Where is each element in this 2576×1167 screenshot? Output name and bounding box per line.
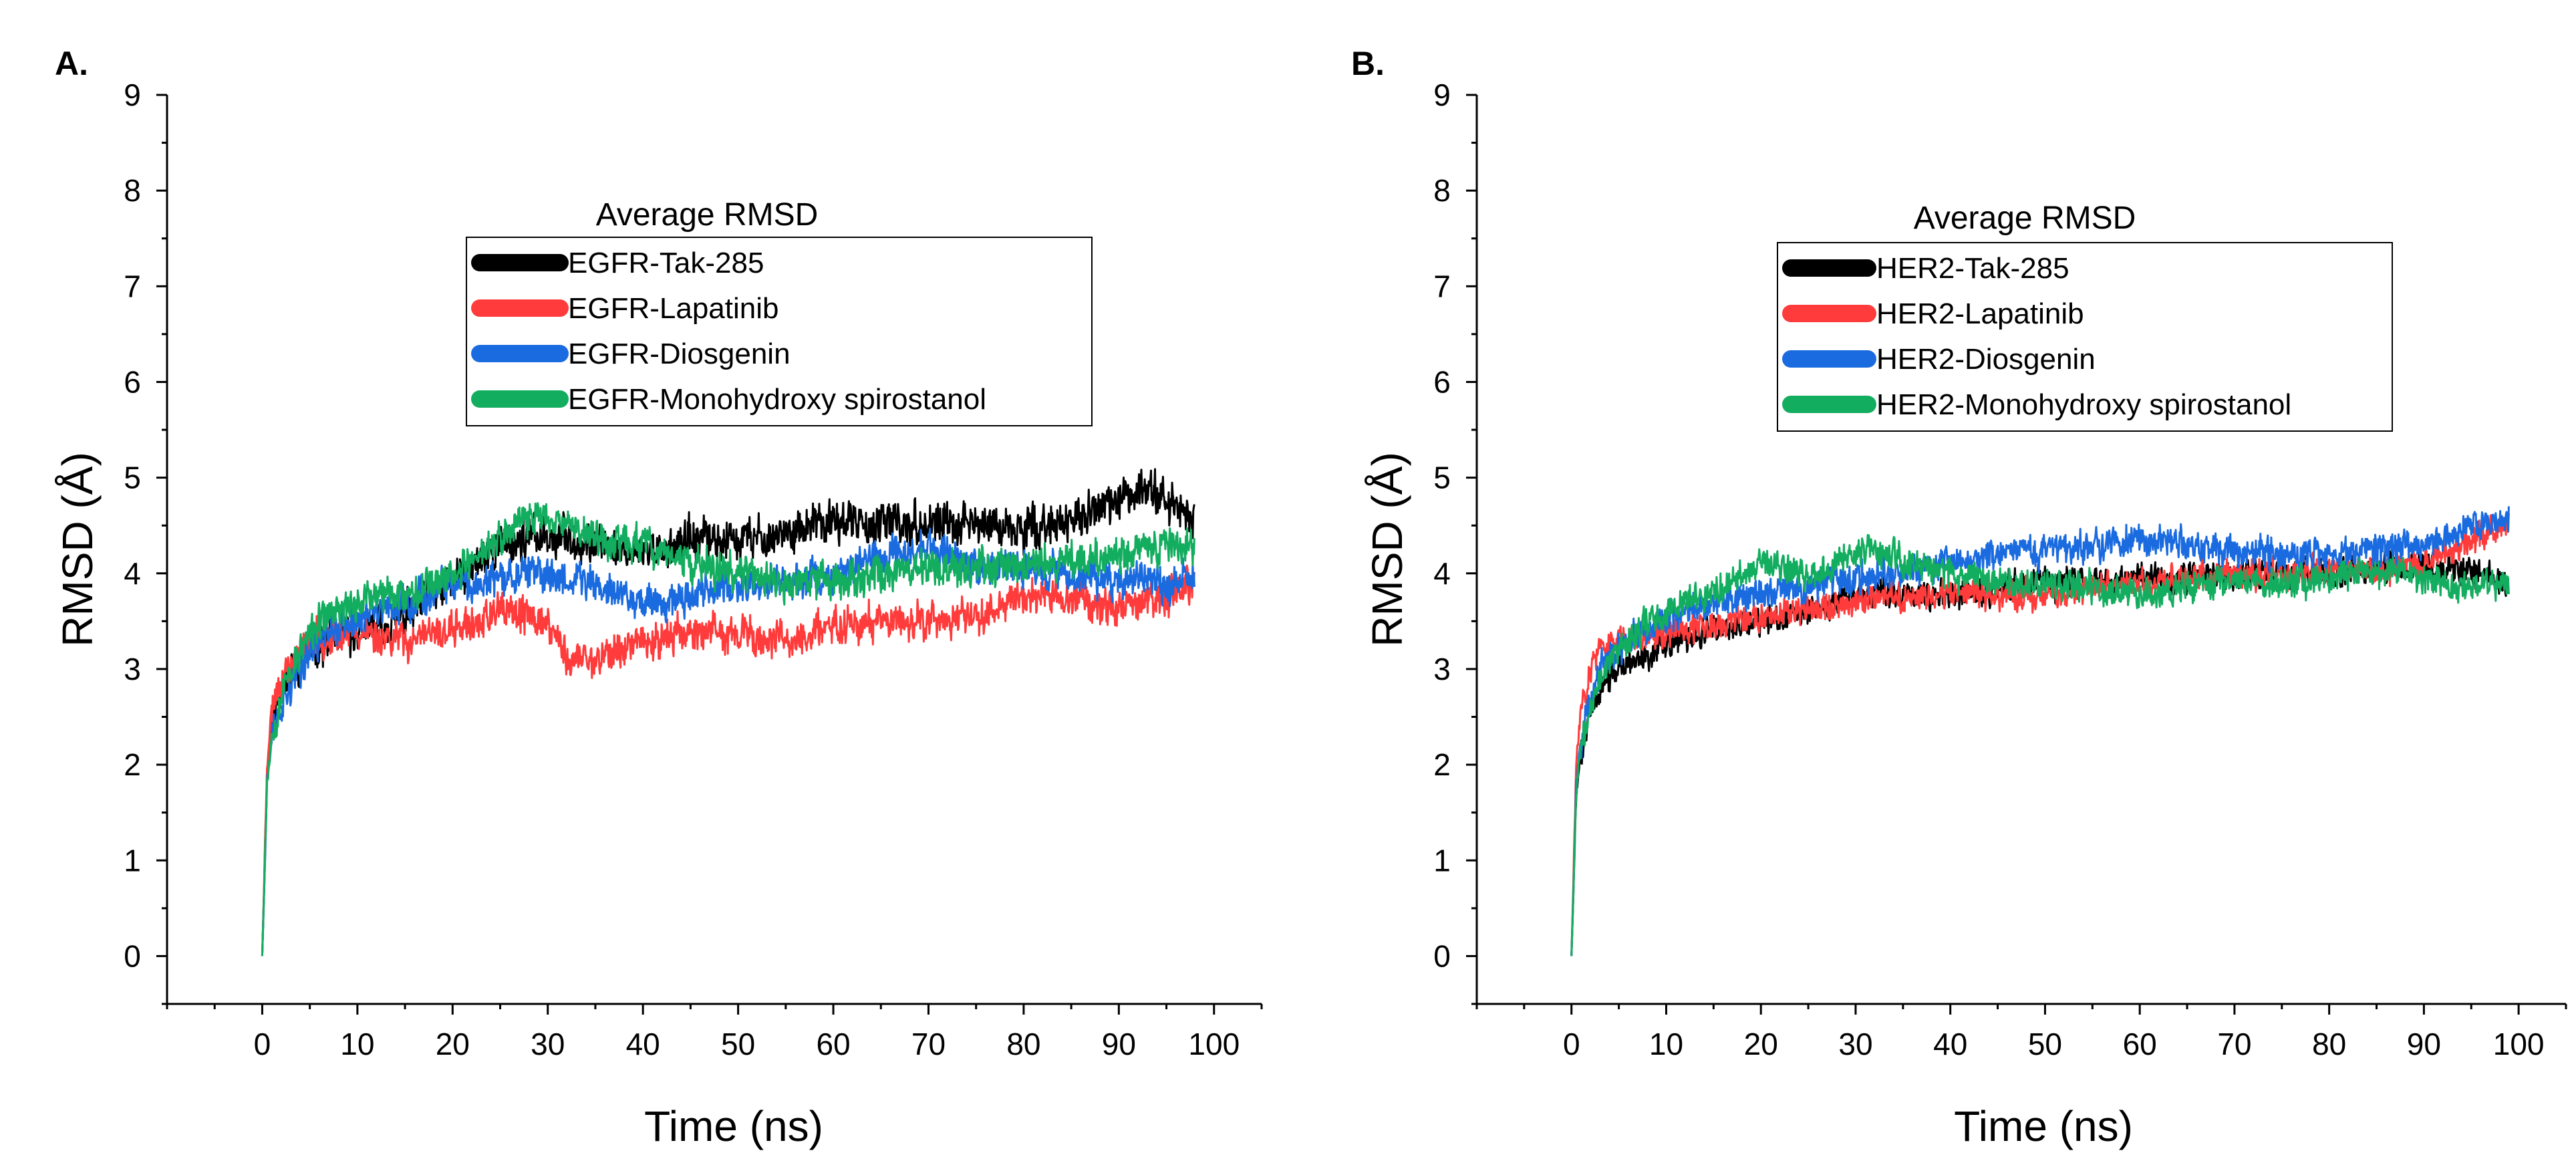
x-tick-label: 100 xyxy=(2493,1027,2545,1061)
panel-label: A. xyxy=(55,45,88,82)
x-tick-label: 80 xyxy=(2312,1027,2346,1061)
y-tick-label: 5 xyxy=(124,461,141,495)
x-tick-label: 0 xyxy=(1563,1027,1580,1061)
y-tick-label: 0 xyxy=(124,938,141,973)
y-axis-title: RMSD (Å) xyxy=(53,452,102,647)
y-tick-label: 7 xyxy=(124,269,141,303)
x-tick-label: 70 xyxy=(911,1027,946,1061)
y-axis-title: RMSD (Å) xyxy=(1363,452,1411,647)
y-tick-label: 4 xyxy=(1433,556,1451,591)
y-tick-label: 3 xyxy=(124,652,141,686)
legend-label-tak285: EGFR-Tak-285 xyxy=(568,247,764,279)
legend: Average RMSD EGFR-Tak-285 EGFR-Lapatinib… xyxy=(466,197,1093,426)
y-tick-label: 8 xyxy=(124,173,141,208)
y-tick-label: 2 xyxy=(1433,747,1451,782)
x-tick-label: 30 xyxy=(531,1027,565,1061)
legend-label-monohydroxy-spirostanol: EGFR-Monohydroxy spirostanol xyxy=(568,383,986,416)
legend-label-tak285: HER2-Tak-285 xyxy=(1876,252,2069,285)
x-tick-label: 50 xyxy=(2028,1027,2062,1061)
legend-label-diosgenin: HER2-Diosgenin xyxy=(1876,343,2096,376)
x-tick-label: 70 xyxy=(2217,1027,2251,1061)
y-tick-label: 1 xyxy=(1433,843,1451,878)
x-tick-label: 30 xyxy=(1838,1027,1872,1061)
y-tick-label: 4 xyxy=(124,556,141,591)
legend: Average RMSD HER2-Tak-285 HER2-Lapatinib… xyxy=(1777,201,2393,432)
x-axis-title: Time (ns) xyxy=(1954,1102,2133,1150)
series-line-her2-diosgenin xyxy=(1570,506,2510,956)
series-line-egfr-monohydroxy-spirostanol xyxy=(261,502,1195,956)
y-tick-label: 8 xyxy=(1433,173,1451,208)
legend-label-lapatinib: EGFR-Lapatinib xyxy=(568,292,778,325)
axes xyxy=(1475,95,2566,1005)
x-tick-label: 40 xyxy=(1933,1027,1967,1061)
legend-title: Average RMSD xyxy=(596,197,819,233)
legend-box xyxy=(466,237,1093,426)
x-tick-label: 50 xyxy=(721,1027,755,1061)
legend-box xyxy=(1777,242,2393,432)
y-tick-label: 0 xyxy=(1433,938,1451,973)
series-layer xyxy=(1570,506,2510,956)
y-tick-label: 5 xyxy=(1433,461,1451,495)
series-line-egfr-tak-285 xyxy=(261,468,1195,956)
panel-label: B. xyxy=(1351,45,1385,82)
series-line-egfr-lapatinib xyxy=(261,564,1195,956)
legend-title: Average RMSD xyxy=(1914,201,2136,236)
legend-label-lapatinib: HER2-Lapatinib xyxy=(1876,297,2084,330)
x-tick-label: 40 xyxy=(626,1027,660,1061)
x-tick-label: 20 xyxy=(436,1027,470,1061)
y-tick-label: 1 xyxy=(124,843,141,878)
y-tick-label: 3 xyxy=(1433,652,1451,686)
series-line-her2-tak-285 xyxy=(1570,550,2510,956)
x-tick-label: 0 xyxy=(254,1027,271,1061)
x-tick-label: 100 xyxy=(1188,1027,1240,1061)
y-tick-label: 9 xyxy=(1433,78,1451,112)
y-tick-label: 6 xyxy=(1433,364,1451,399)
legend-label-diosgenin: EGFR-Diosgenin xyxy=(568,338,791,370)
x-tick-label: 60 xyxy=(2123,1027,2157,1061)
x-axis-title: Time (ns) xyxy=(644,1102,823,1150)
x-tick-label: 20 xyxy=(1744,1027,1778,1061)
x-tick-label: 10 xyxy=(340,1027,374,1061)
x-tick-label: 60 xyxy=(816,1027,850,1061)
y-tick-label: 7 xyxy=(1433,269,1451,303)
x-tick-label: 90 xyxy=(2407,1027,2441,1061)
series-layer xyxy=(261,468,1195,956)
x-tick-label: 80 xyxy=(1006,1027,1040,1061)
axes xyxy=(166,95,1262,1005)
legend-label-monohydroxy-spirostanol: HER2-Monohydroxy spirostanol xyxy=(1876,388,2291,421)
y-tick-label: 2 xyxy=(124,747,141,782)
y-tick-label: 9 xyxy=(124,78,141,112)
x-tick-label: 90 xyxy=(1102,1027,1136,1061)
x-tick-label: 10 xyxy=(1649,1027,1683,1061)
series-line-her2-monohydroxy-spirostanol xyxy=(1570,534,2510,956)
y-tick-label: 6 xyxy=(124,364,141,399)
